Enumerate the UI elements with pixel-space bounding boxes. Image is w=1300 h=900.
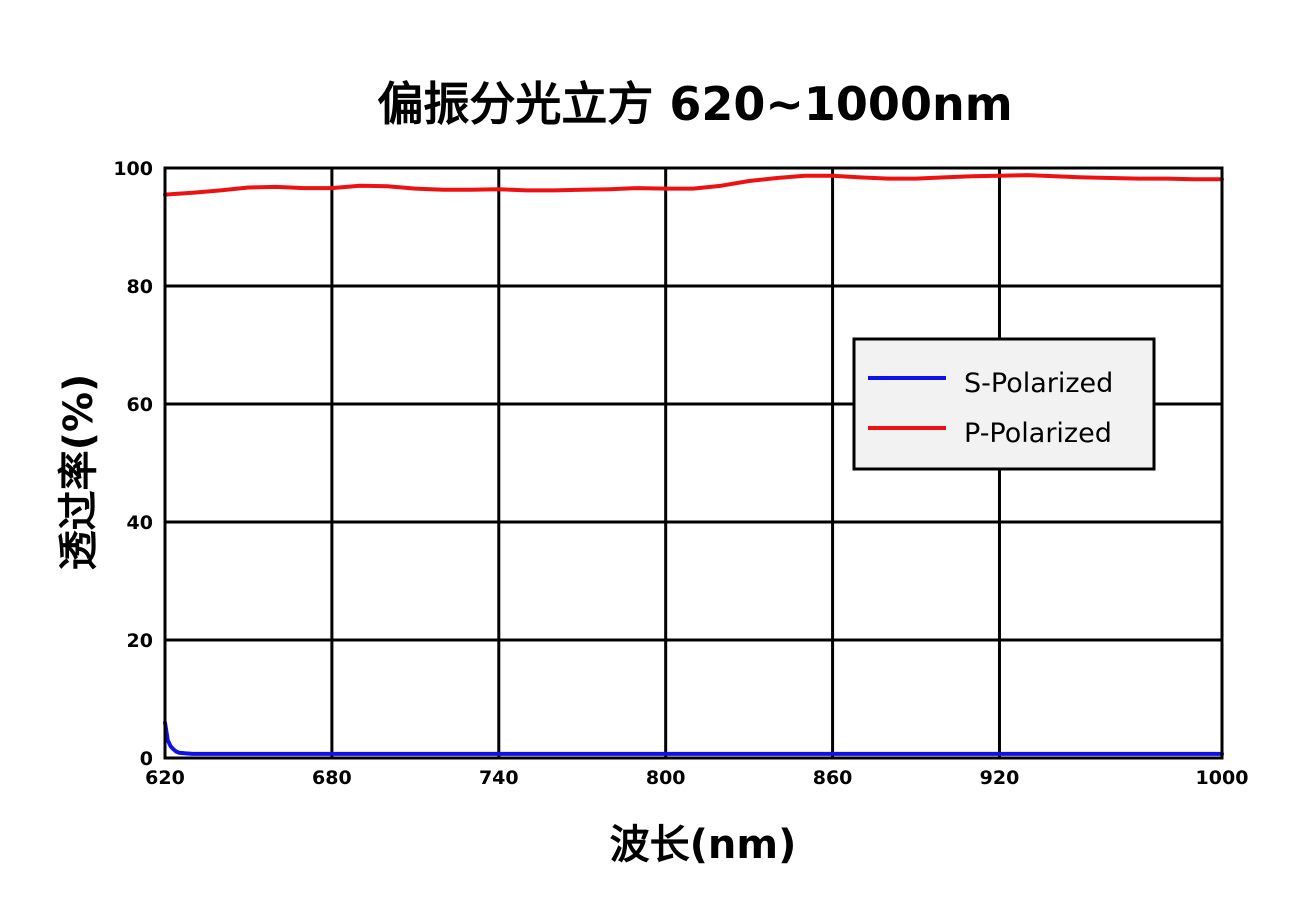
y-tick-label: 60	[127, 394, 153, 416]
x-tick-label: 920	[980, 767, 1020, 789]
series-lines	[163, 173, 1224, 756]
legend-label-p-polarized: P-Polarized	[964, 418, 1112, 449]
plot-frame	[163, 166, 1224, 760]
series-line-p-polarized	[163, 173, 1224, 197]
x-tick-label: 1000	[1196, 767, 1249, 789]
series-line-s-polarized	[163, 720, 1224, 756]
x-tick-label: 680	[312, 767, 352, 789]
y-tick-labels: 0 20 40 60 80 100	[113, 158, 153, 770]
chart-title: 偏振分光立方 620~1000nm	[377, 77, 1012, 131]
legend-box	[852, 337, 1156, 471]
y-axis-label: 透过率(%)	[56, 374, 102, 571]
x-tick-label: 740	[479, 767, 519, 789]
y-tick-label: 20	[127, 630, 153, 652]
y-tick-label: 0	[140, 748, 153, 770]
x-tick-label: 800	[646, 767, 686, 789]
y-tick-label: 100	[113, 158, 153, 180]
y-tick-label: 40	[127, 512, 153, 534]
x-tick-label: 620	[145, 767, 185, 789]
x-axis-label: 波长(nm)	[610, 822, 797, 868]
x-tick-label: 860	[813, 767, 853, 789]
legend-label-s-polarized: S-Polarized	[964, 368, 1113, 399]
y-tick-label: 80	[127, 276, 153, 298]
x-tick-labels: 620 680 740 800 860 920 1000	[145, 767, 1248, 789]
legend: S-Polarized P-Polarized	[852, 337, 1156, 471]
